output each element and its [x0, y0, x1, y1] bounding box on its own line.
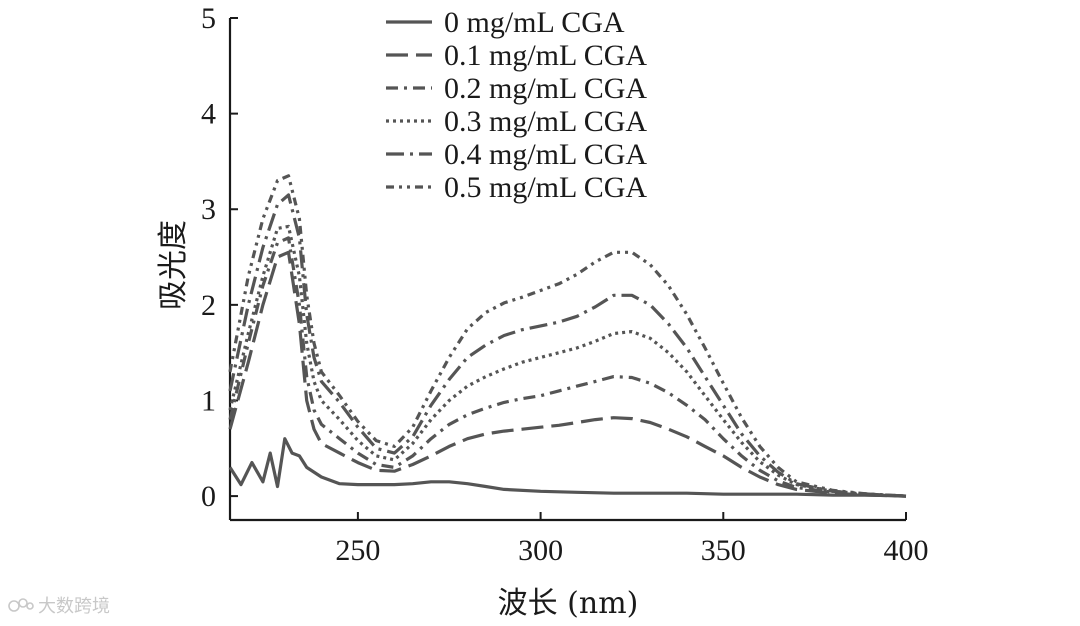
y-tick-label-3: 3 [201, 193, 216, 226]
x-tick-label-250: 250 [335, 534, 380, 567]
x-tick-label-350: 350 [701, 534, 746, 567]
series-line-0 [228, 437, 907, 498]
series-line-3 [228, 224, 907, 498]
axes [228, 17, 907, 522]
series-line-2 [228, 236, 907, 498]
legend-label-5: 0.5 mg/mL CGA [444, 171, 647, 204]
y-tick-label-4: 4 [201, 98, 216, 131]
legend-label-1: 0.1 mg/mL CGA [444, 39, 647, 72]
series-line-4 [228, 193, 907, 498]
watermark-text: 大数跨境 [38, 596, 110, 617]
watermark-logo-icon [8, 598, 34, 612]
x-tick-label-300: 300 [518, 534, 563, 567]
legend-label-2: 0.2 mg/mL CGA [444, 72, 647, 105]
series-line-1 [228, 250, 907, 498]
y-axis-title: 吸光度 [156, 220, 191, 310]
legend-label-0: 0 mg/mL CGA [444, 6, 625, 39]
y-tick-label-0: 0 [201, 480, 216, 513]
x-axis-title: 波长 (nm) [498, 586, 639, 621]
tick-labels: 0 1 2 3 4 5 250 300 350 400 [201, 2, 929, 567]
x-tick-label-400: 400 [884, 534, 929, 567]
series-lines [228, 174, 907, 498]
legend-label-4: 0.4 mg/mL CGA [444, 138, 647, 171]
legend-label-3: 0.3 mg/mL CGA [444, 105, 647, 138]
y-tick-label-1: 1 [201, 384, 216, 417]
y-tick-label-5: 5 [201, 2, 216, 35]
watermark: 大数跨境 [8, 592, 110, 618]
y-tick-label-2: 2 [201, 289, 216, 322]
series-line-5 [228, 174, 907, 498]
